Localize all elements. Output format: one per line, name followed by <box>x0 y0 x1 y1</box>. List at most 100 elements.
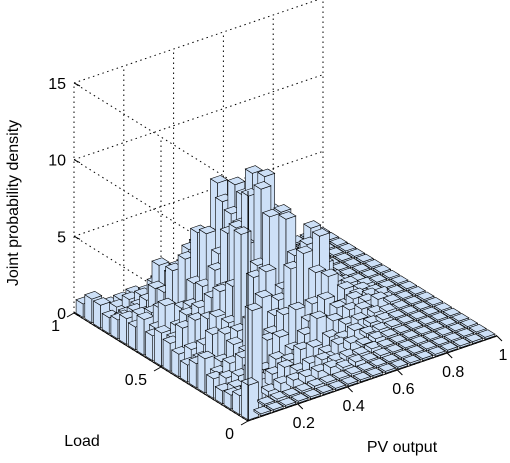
bar-top <box>400 305 419 314</box>
bar <box>356 362 375 373</box>
bar-top <box>295 245 314 254</box>
bar <box>303 388 322 400</box>
bar <box>451 313 470 324</box>
bar-top <box>340 376 359 385</box>
y-tick-label: 0.5 <box>125 372 147 389</box>
bar-top <box>276 359 296 368</box>
bar-top <box>331 370 350 379</box>
bar-top <box>309 310 328 319</box>
bar <box>464 333 484 345</box>
bar-top <box>278 397 297 406</box>
bar <box>439 342 459 353</box>
bar-top <box>303 220 322 229</box>
bar-top <box>421 306 440 316</box>
bar-top <box>227 176 246 186</box>
bar-top <box>209 175 229 184</box>
bar-top <box>386 285 405 294</box>
bar-face <box>136 314 145 356</box>
bar-top <box>92 297 112 306</box>
bar-top <box>253 405 272 415</box>
grid-line <box>73 235 249 345</box>
bar-top <box>377 363 397 372</box>
bar-top <box>364 259 383 268</box>
bar-top <box>136 311 155 320</box>
bar <box>290 393 309 404</box>
bar-top <box>208 308 227 318</box>
bar-face <box>241 380 249 421</box>
bar-top <box>303 388 322 398</box>
bar-top <box>257 168 276 178</box>
bar-top <box>356 362 375 371</box>
bar-top <box>395 290 414 299</box>
bar <box>405 320 424 331</box>
bar-top <box>369 357 388 367</box>
bar-top <box>407 286 427 295</box>
bar <box>456 328 475 339</box>
z-tick <box>73 159 81 164</box>
bar <box>352 371 372 383</box>
bar-face <box>171 349 180 378</box>
bar-face <box>197 353 206 394</box>
bar-top <box>342 258 362 267</box>
bar-top <box>261 208 281 218</box>
x-axis-label: PV output <box>367 439 438 456</box>
y-tick-label: 1 <box>51 318 60 335</box>
bar-top <box>393 349 413 358</box>
bar <box>459 318 479 330</box>
bar-top <box>346 248 366 257</box>
bar-top <box>425 296 444 306</box>
bar-top <box>408 310 428 320</box>
bar-face <box>93 300 101 329</box>
bar-top <box>354 301 373 310</box>
bar <box>334 252 353 264</box>
bar-top <box>438 317 457 326</box>
bar-top <box>339 267 358 277</box>
bar-top <box>385 344 404 353</box>
x-tick <box>297 403 304 410</box>
bar-top <box>315 384 334 394</box>
grid-line <box>73 74 324 161</box>
bar-top <box>443 332 463 341</box>
x-axis-line <box>247 335 498 422</box>
bar-top <box>442 307 461 317</box>
bar-top <box>198 225 217 235</box>
bar-top <box>376 338 395 348</box>
bar <box>381 353 400 365</box>
axes: 0 5 10 15 0 0.5 1 0.2 0.4 0.6 0.8 1 <box>48 76 507 443</box>
bar <box>351 263 370 274</box>
bar-top <box>258 263 277 273</box>
bar-top <box>429 312 449 321</box>
bar <box>403 295 423 307</box>
bar <box>397 339 416 351</box>
bar-face <box>162 338 171 372</box>
bar-top <box>305 339 324 348</box>
bar-top <box>197 350 216 360</box>
bar <box>365 367 384 379</box>
bar <box>452 337 471 349</box>
bar-top <box>288 301 307 311</box>
bar-top <box>151 257 170 266</box>
bar-top <box>410 335 429 344</box>
x-tick <box>347 386 353 393</box>
bar-face <box>248 381 259 421</box>
bar <box>369 357 388 369</box>
bar-top <box>352 371 372 381</box>
bar-top <box>240 377 259 386</box>
x-tick <box>446 352 453 359</box>
grid-line <box>73 159 249 269</box>
bar-top <box>381 353 400 363</box>
bar <box>429 312 449 323</box>
bar <box>438 317 457 328</box>
bar-top <box>405 320 424 329</box>
bar-top <box>403 295 423 305</box>
bar <box>412 301 431 312</box>
bar-top <box>336 281 355 290</box>
z-tick <box>73 235 81 240</box>
bar-top <box>372 264 392 273</box>
bar-face <box>154 328 162 367</box>
bar-top <box>380 328 399 338</box>
bar-top <box>281 387 301 397</box>
bar-top <box>330 262 349 271</box>
bar-top <box>316 291 336 300</box>
bar-top <box>153 325 172 334</box>
